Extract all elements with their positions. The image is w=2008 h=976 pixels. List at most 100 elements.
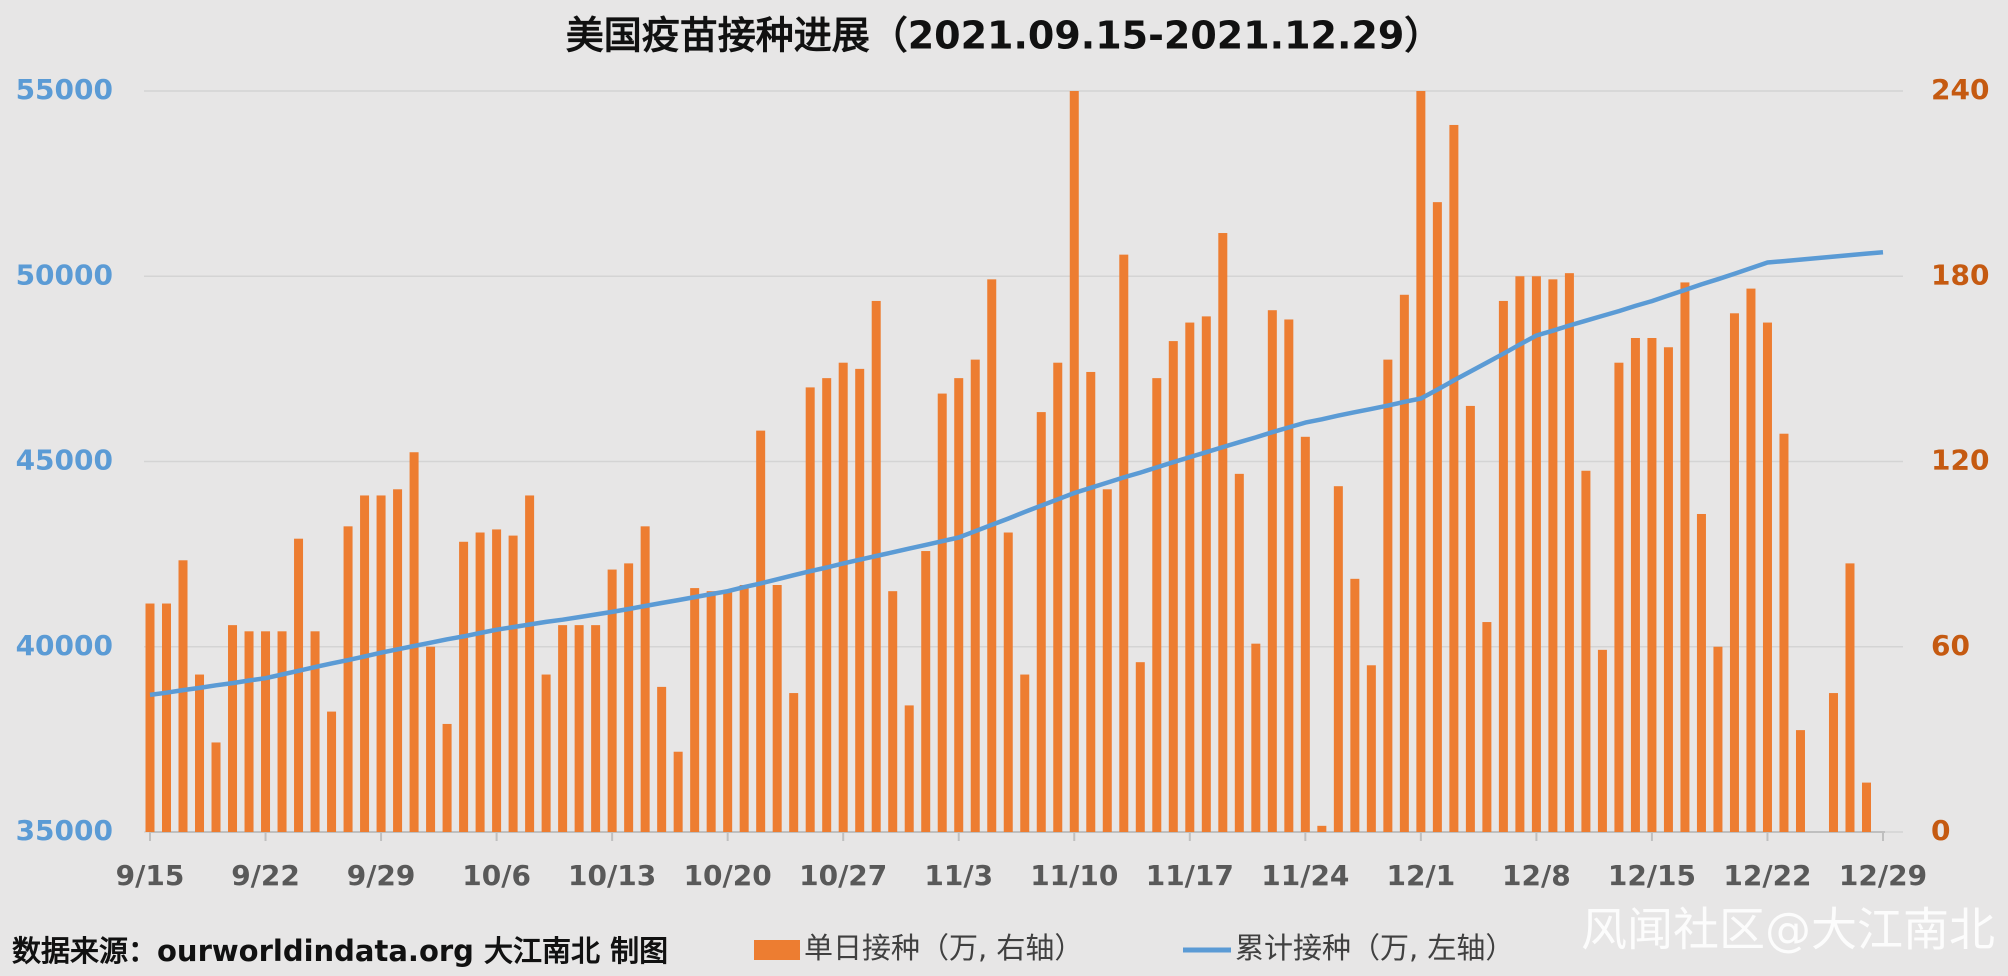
bar (1845, 563, 1855, 832)
bar (376, 495, 386, 832)
bar (1185, 322, 1195, 832)
bar (1053, 362, 1063, 832)
bar (739, 585, 749, 832)
bar (1135, 662, 1145, 832)
bar (162, 603, 172, 832)
bar (558, 625, 568, 832)
bar (1399, 294, 1409, 832)
source-note: 数据来源：ourworldindata.org 大江南北 制图 (12, 934, 668, 968)
bar (310, 631, 320, 832)
bar (1086, 371, 1096, 832)
x-tick-label: 11/3 (924, 859, 993, 892)
bar (1036, 412, 1046, 832)
bar (475, 532, 485, 832)
bar (607, 569, 617, 832)
bar (1696, 513, 1706, 832)
bar (211, 742, 221, 832)
bar (756, 430, 766, 832)
bar (772, 585, 782, 832)
bar (1548, 279, 1558, 832)
bar (1416, 91, 1426, 832)
bar (624, 563, 634, 832)
bar (244, 631, 254, 832)
bar (277, 631, 287, 832)
watermark: 风闻社区@大江南北 (1581, 903, 1995, 957)
x-tick-label: 9/22 (231, 859, 300, 892)
bar (1333, 486, 1343, 832)
bar (1828, 693, 1838, 832)
bar (492, 529, 502, 832)
bar (574, 625, 584, 832)
chart-title: 美国疫苗接种进展（2021.09.15-2021.12.29） (566, 14, 1443, 58)
bar (1861, 782, 1871, 832)
bar (360, 495, 370, 832)
y-tick-label: 50000 (16, 258, 113, 291)
bar (1498, 300, 1508, 832)
bar (855, 368, 865, 832)
bar (1284, 319, 1294, 833)
legend-label: 累计接种（万, 左轴） (1235, 931, 1514, 965)
bar (706, 591, 716, 832)
y2-tick-label: 60 (1931, 629, 1970, 662)
bar (987, 279, 997, 832)
bar (1003, 532, 1013, 832)
bar (822, 378, 832, 832)
y2-tick-label: 0 (1931, 814, 1950, 847)
bar (1300, 436, 1310, 832)
bar (1465, 405, 1475, 832)
bar (673, 751, 683, 832)
bar (228, 625, 238, 832)
x-tick-label: 12/15 (1608, 859, 1696, 892)
bar (1168, 341, 1178, 832)
bar (145, 603, 155, 832)
bar (393, 489, 403, 832)
bar (1482, 622, 1492, 832)
bar (937, 393, 947, 832)
bar (442, 723, 452, 832)
bar (1152, 378, 1162, 832)
x-tick-label: 11/10 (1030, 859, 1118, 892)
bar (1597, 649, 1607, 832)
y2-tick-label: 120 (1931, 444, 1989, 477)
x-tick-label: 11/17 (1146, 859, 1234, 892)
bar (178, 560, 188, 832)
bar (1251, 643, 1261, 832)
bar (1350, 578, 1360, 832)
bar (838, 362, 848, 832)
bar (459, 541, 469, 832)
bar (1383, 359, 1393, 832)
bar (1449, 124, 1459, 832)
bar (1564, 273, 1574, 833)
legend-label: 单日接种（万, 右轴） (804, 931, 1083, 965)
bar (1119, 254, 1129, 832)
bar (1630, 338, 1640, 832)
bar (1746, 288, 1756, 833)
bar (1267, 310, 1277, 832)
bar (1515, 276, 1525, 832)
bar (723, 591, 733, 832)
y-tick-label: 45000 (16, 444, 113, 477)
x-tick-label: 12/1 (1387, 859, 1456, 892)
bar (591, 625, 601, 832)
x-tick-label: 12/8 (1502, 859, 1571, 892)
bar (525, 495, 535, 832)
x-tick-label: 12/29 (1839, 859, 1927, 892)
bar (261, 631, 271, 832)
bar (1234, 473, 1244, 832)
bar (541, 674, 551, 832)
bar (294, 538, 304, 832)
bar (1713, 646, 1723, 832)
bar (1069, 91, 1079, 832)
bar (904, 705, 914, 832)
bar (409, 452, 419, 832)
bar (327, 711, 337, 832)
bar (789, 693, 799, 832)
x-tick-label: 10/20 (684, 859, 772, 892)
bar (1795, 730, 1805, 832)
bar (343, 526, 353, 832)
bar (1218, 233, 1228, 832)
bar (640, 526, 650, 832)
bar (888, 591, 898, 832)
y2-tick-label: 240 (1931, 73, 1989, 106)
